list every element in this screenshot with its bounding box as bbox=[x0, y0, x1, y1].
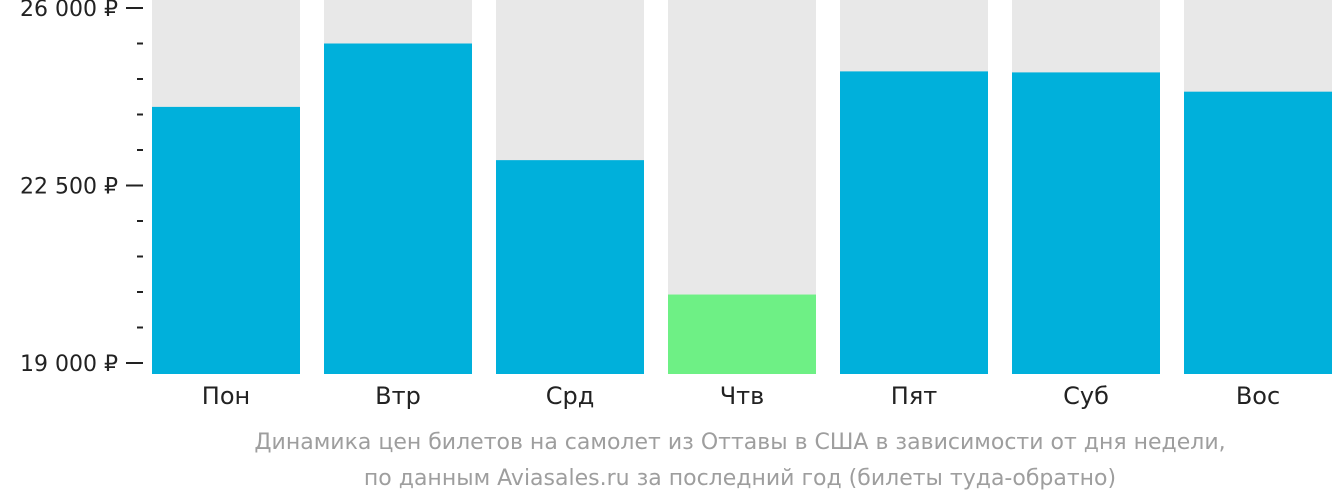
x-tick-label-6: Суб bbox=[1063, 382, 1109, 410]
bar-3 bbox=[496, 160, 644, 374]
y-tick-label-2: 22 500 ₽ bbox=[20, 175, 118, 200]
x-tick-label-4: Чтв bbox=[720, 382, 765, 410]
bar-1 bbox=[152, 106, 300, 375]
x-tick-label-5: Пят bbox=[891, 382, 937, 410]
x-tick-label-1: Пон bbox=[202, 382, 250, 410]
bar-6 bbox=[1012, 72, 1160, 375]
x-tick-label-7: Вос bbox=[1236, 382, 1280, 410]
chart-caption-line-2: по данным Aviasales.ru за последний год … bbox=[363, 466, 1117, 491]
bar-7 bbox=[1184, 91, 1332, 374]
bar-4 bbox=[668, 294, 816, 374]
x-tick-label-3: Срд bbox=[546, 382, 595, 410]
x-tick-label-2: Втр bbox=[375, 382, 421, 410]
y-tick-label-3: 19 000 ₽ bbox=[20, 352, 118, 377]
chart-caption-line-1: Динамика цен билетов на самолет из Оттав… bbox=[254, 430, 1226, 455]
bar-5 bbox=[840, 71, 988, 375]
y-tick-label-1: 26 000 ₽ bbox=[20, 0, 118, 22]
bar-2 bbox=[324, 43, 472, 374]
price-by-weekday-chart: Пон Втр Срд Чтв Пят Суб Вос 26 000 ₽ 22 500 ₽ 19 … bbox=[20, 0, 1332, 410]
